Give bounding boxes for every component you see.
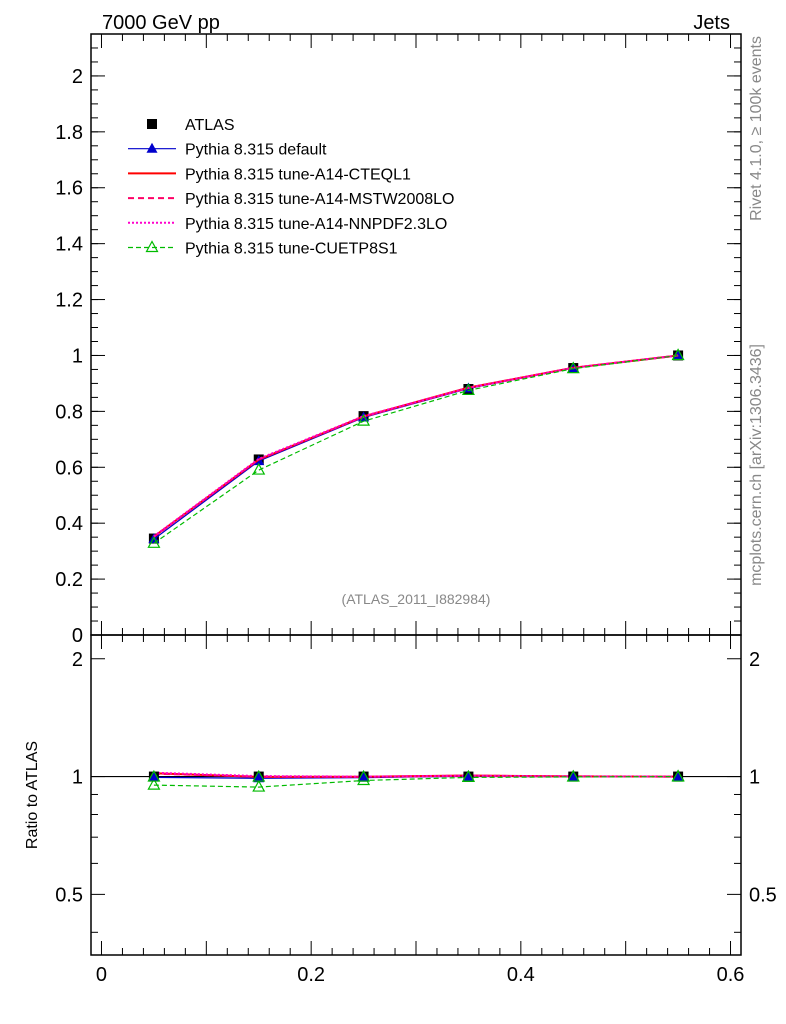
series-0 bbox=[148, 350, 684, 544]
legend-entry-0: ATLAS bbox=[147, 117, 235, 134]
main-panel: 0 0.2 0.4 0.6 0.8 1 1.2 1.4 1.6 1.8 2 bbox=[55, 33, 742, 647]
series-line bbox=[153, 354, 679, 538]
ratio-default-point bbox=[462, 770, 474, 781]
x-tick-label: 0 bbox=[96, 964, 107, 986]
legend-swatch-marker bbox=[145, 240, 159, 253]
y-tick-label: 0.6 bbox=[55, 457, 83, 479]
legend-swatch-marker bbox=[146, 142, 158, 153]
legend-entry-2: Pythia 8.315 tune-A14-CTEQL1 bbox=[128, 166, 411, 183]
analysis-watermark: (ATLAS_2011_I882984) bbox=[342, 591, 491, 607]
ratio-cuetp-point bbox=[357, 769, 371, 782]
y-tick-label: 1.6 bbox=[55, 178, 83, 200]
y-tick-label: 1 bbox=[72, 345, 83, 367]
rivet-label: Rivet 4.1.0, ≥ 100k events bbox=[748, 36, 765, 221]
ratio-cuetp-point bbox=[566, 769, 580, 782]
ratio-point bbox=[252, 779, 266, 792]
legend-label: Pythia 8.315 tune-A14-CTEQL1 bbox=[185, 166, 411, 183]
series-line bbox=[153, 354, 679, 540]
ratio-default-point bbox=[253, 770, 265, 781]
ratio-y-tick-label-right: 2 bbox=[749, 649, 760, 671]
legend-entry-5: Pythia 8.315 tune-CUETP8S1 bbox=[128, 240, 398, 258]
x-tick-label: 0.2 bbox=[297, 964, 325, 986]
y-tick-label: 0 bbox=[72, 625, 83, 647]
x-tick-label: 0.4 bbox=[507, 964, 535, 986]
ratio-cuetp-point bbox=[461, 769, 475, 782]
series-2 bbox=[153, 354, 679, 538]
data-point bbox=[566, 361, 580, 374]
series-line bbox=[153, 354, 679, 538]
legend-label: Pythia 8.315 tune-A14-NNPDF2.3LO bbox=[185, 216, 447, 233]
series-1 bbox=[148, 349, 684, 544]
data-point bbox=[357, 413, 371, 426]
series-line bbox=[153, 354, 679, 538]
data-point bbox=[461, 383, 475, 396]
legend-entry-4: Pythia 8.315 tune-A14-NNPDF2.3LO bbox=[128, 216, 447, 233]
header-right: Jets bbox=[693, 12, 730, 34]
data-point bbox=[252, 462, 266, 475]
y-tick-label: 1.2 bbox=[55, 290, 83, 312]
y-tick-label: 0.2 bbox=[55, 569, 83, 591]
header-left: 7000 GeV pp bbox=[102, 12, 220, 34]
y-tick-label: 0.4 bbox=[55, 513, 83, 535]
y-tick-label: 0.8 bbox=[55, 401, 83, 423]
ratio-line bbox=[153, 771, 679, 778]
y-tick-label: 1.8 bbox=[55, 122, 83, 144]
ratio-default-point bbox=[148, 770, 160, 781]
legend-label: Pythia 8.315 tune-A14-MSTW2008LO bbox=[185, 191, 454, 208]
ratio-cuetp-point bbox=[671, 769, 685, 782]
ratio-series-3 bbox=[153, 771, 679, 778]
series-3 bbox=[153, 354, 679, 538]
ratio-default-point bbox=[672, 770, 684, 781]
ratio-point bbox=[147, 777, 161, 790]
mcplots-label: mcplots.cern.ch [arXiv:1306.3436] bbox=[748, 344, 765, 586]
ratio-default-point bbox=[358, 770, 370, 781]
series-line bbox=[153, 354, 679, 544]
data-point bbox=[147, 536, 161, 548]
ratio-y-tick-label-right: 0.5 bbox=[749, 884, 777, 906]
ratio-series-4 bbox=[147, 769, 685, 792]
y-tick-label: 1.4 bbox=[55, 234, 83, 256]
data-point bbox=[672, 349, 684, 360]
ratio-cuetp-point bbox=[147, 769, 161, 782]
ratio-line bbox=[153, 772, 679, 778]
ratio-series-2 bbox=[153, 772, 679, 778]
legend-label: Pythia 8.315 default bbox=[185, 142, 327, 159]
series-4 bbox=[153, 354, 679, 538]
legend-label: Pythia 8.315 tune-CUETP8S1 bbox=[185, 241, 398, 258]
ratio-panel: 0.5 0.5 1 1 2 2 0 0.2 0.4 0.6 bbox=[55, 634, 777, 986]
ratio-y-tick-label-right: 1 bbox=[749, 767, 760, 789]
legend-entry-1: Pythia 8.315 default bbox=[128, 142, 327, 159]
legend-entry-3: Pythia 8.315 tune-A14-MSTW2008LO bbox=[128, 191, 454, 208]
legend-swatch-marker bbox=[147, 119, 157, 129]
ratio-y-tick-label: 0.5 bbox=[55, 884, 83, 906]
ratio-ylabel: Ratio to ATLAS bbox=[24, 741, 41, 849]
data-point bbox=[671, 348, 685, 361]
y-tick-label: 2 bbox=[72, 66, 83, 88]
x-tick-label: 0.6 bbox=[717, 964, 745, 986]
legend-label: ATLAS bbox=[185, 117, 235, 134]
ratio-y-tick-label: 2 bbox=[72, 649, 83, 671]
ratio-cuetp-point bbox=[252, 769, 266, 782]
legend: ATLAS Pythia 8.315 default Pythia 8.315 tu… bbox=[128, 117, 454, 258]
ratio-y-tick-label: 1 bbox=[72, 767, 83, 789]
ratio-default-point bbox=[567, 770, 579, 781]
ratio-frame bbox=[90, 634, 742, 956]
series-5 bbox=[147, 348, 685, 548]
